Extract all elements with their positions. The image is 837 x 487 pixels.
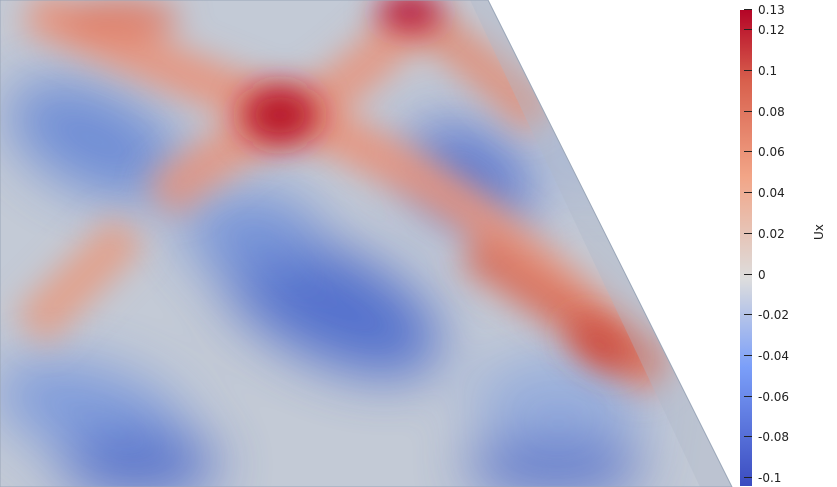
colorbar-tick-label: -0.04 xyxy=(744,349,789,363)
colorbar-tick-label: 0.08 xyxy=(744,105,785,119)
colorbar-tick-label: -0.08 xyxy=(744,430,789,444)
colorbar-tick-label: 0.1 xyxy=(744,64,777,78)
colorbar-tick-label: -0.06 xyxy=(744,390,789,404)
colorbar-tick-label: 0.06 xyxy=(744,145,785,159)
colorbar-title: Ux xyxy=(812,224,826,240)
colorbar-gradient xyxy=(740,10,752,486)
colorbar-tick-label: -0.02 xyxy=(744,308,789,322)
colorbar-tick-label: 0.13 xyxy=(744,3,785,17)
colorbar-tick-label: 0.12 xyxy=(744,23,785,37)
colorbar-tick-label: 0.02 xyxy=(744,227,785,241)
colorbar-tick-label: 0.04 xyxy=(744,186,785,200)
colorbar-tick-label: -0.1 xyxy=(744,471,781,485)
colorbar-ticks: 0.13 0.12 0.1 0.08 0.06 0.04 0.02 0 -0.02 -0.04 -0… xyxy=(744,0,834,487)
colorbar-tick-label: 0 xyxy=(744,268,766,282)
